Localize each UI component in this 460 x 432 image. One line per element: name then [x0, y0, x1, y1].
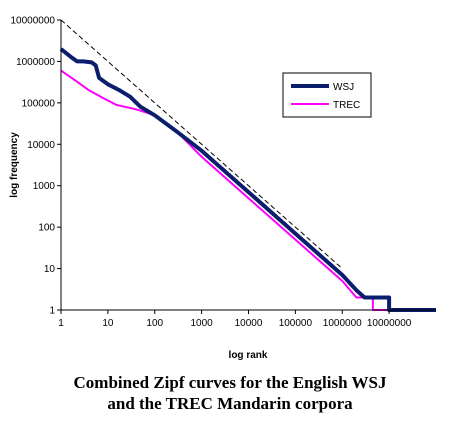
- caption-line-1: Combined Zipf curves for the English WSJ: [73, 373, 387, 392]
- y-tick-label: 10000000: [11, 16, 56, 27]
- y-axis-label: log frequency: [9, 132, 20, 198]
- y-tick-label: 10000: [27, 140, 55, 151]
- x-tick-label: 1: [58, 318, 64, 329]
- series-line-wsj: [59, 47, 436, 312]
- x-tick-label: 100: [146, 318, 163, 329]
- legend: WSJ TREC: [282, 72, 372, 118]
- y-tick-label: 1000: [33, 181, 56, 192]
- x-tick-label: 100000: [279, 318, 313, 329]
- reference-line: [60, 19, 343, 269]
- plot-area: [61, 20, 436, 310]
- figure-caption: Combined Zipf curves for the English WSJ…: [0, 372, 460, 414]
- y-tick-label: 10: [44, 264, 56, 275]
- x-tick-label: 10000: [235, 318, 263, 329]
- caption-line-2: and the TREC Mandarin corpora: [107, 394, 353, 413]
- ticks-layer: 1 10 100 1000 10000 100000 1000000 10000000 1 10 1…: [11, 16, 412, 330]
- legend-box: [282, 72, 372, 118]
- y-tick-label: 1: [49, 306, 55, 317]
- zipf-chart: 1 10 100 1000 10000 100000 1000000 10000000 1 10 1…: [9, 16, 436, 361]
- x-axis-label: log rank: [229, 350, 268, 361]
- y-tick-label: 1000000: [16, 57, 55, 68]
- x-tick-label: 10000000: [367, 318, 412, 329]
- legend-label-trec: TREC: [333, 100, 360, 111]
- series-layer: [59, 19, 436, 312]
- x-tick-label: 1000000: [323, 318, 362, 329]
- x-tick-label: 1000: [191, 318, 214, 329]
- y-tick-label: 100000: [22, 98, 56, 109]
- x-tick-label: 10: [102, 318, 114, 329]
- y-tick-label: 100: [38, 223, 55, 234]
- legend-label-wsj: WSJ: [333, 82, 354, 93]
